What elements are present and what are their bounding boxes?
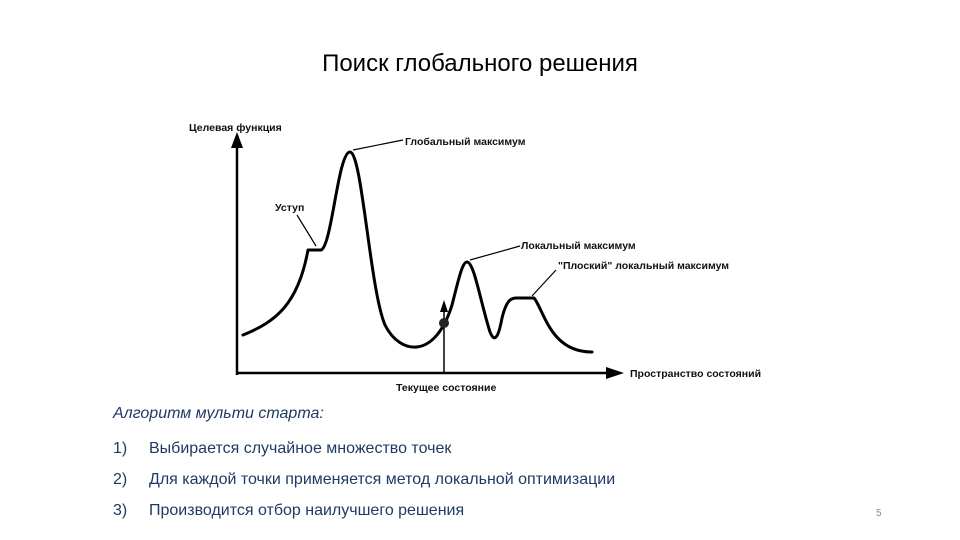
local-max-label: Локальный максимум: [521, 240, 636, 252]
current-state-label: Текущее состояние: [396, 382, 496, 394]
x-axis-arrow: [606, 367, 624, 379]
y-axis-label: Целевая функция: [189, 122, 282, 134]
flat-max-pointer: [531, 269, 557, 297]
algorithm-block: Алгоритм мульти старта: 1) Выбирается сл…: [113, 405, 615, 526]
local-max-pointer: [469, 245, 521, 261]
step-number: 1): [113, 439, 128, 457]
current-state-point: [439, 318, 449, 328]
step-number: 3): [113, 501, 128, 519]
global-max-pointer: [352, 139, 404, 151]
list-item: 3) Производится отбор наилучшего решения: [113, 495, 615, 526]
global-max-label: Глобальный максимум: [405, 136, 526, 148]
algorithm-heading: Алгоритм мульти старта:: [113, 405, 324, 422]
step-number: 2): [113, 470, 128, 488]
current-state-arrow: [440, 300, 448, 312]
step-text: Для каждой точки применяется метод локал…: [149, 470, 616, 488]
list-item: 2) Для каждой точки применяется метод ло…: [113, 464, 615, 495]
y-axis-arrow: [231, 132, 243, 148]
slide-title: Поиск глобального решения: [322, 50, 638, 77]
list-item: 1) Выбирается случайное множество точек: [113, 433, 615, 464]
objective-function-curve: [241, 150, 594, 354]
flat-local-max-label: "Плоский" локальный максимум: [558, 260, 729, 272]
shoulder-label: Уступ: [275, 202, 304, 214]
step-text: Выбирается случайное множество точек: [149, 439, 452, 457]
page-number: 5: [876, 508, 882, 519]
shoulder-pointer: [296, 214, 317, 247]
step-text: Производится отбор наилучшего решения: [149, 501, 465, 519]
x-axis-label: Пространство состояний: [630, 368, 761, 380]
